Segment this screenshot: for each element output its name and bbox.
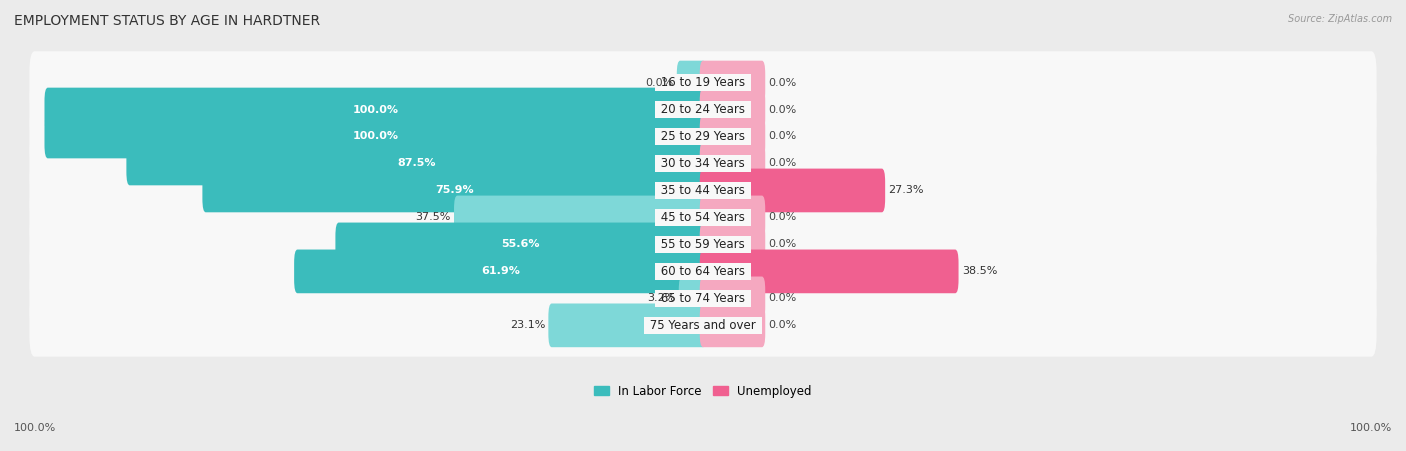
FancyBboxPatch shape (336, 222, 706, 266)
FancyBboxPatch shape (700, 87, 765, 131)
Text: 75.9%: 75.9% (434, 185, 474, 195)
FancyBboxPatch shape (45, 115, 706, 158)
Text: EMPLOYMENT STATUS BY AGE IN HARDTNER: EMPLOYMENT STATUS BY AGE IN HARDTNER (14, 14, 321, 28)
FancyBboxPatch shape (30, 132, 1376, 195)
FancyBboxPatch shape (30, 105, 1376, 168)
FancyBboxPatch shape (202, 169, 706, 212)
FancyBboxPatch shape (294, 249, 706, 293)
Text: 0.0%: 0.0% (769, 78, 797, 87)
Text: 0.0%: 0.0% (769, 105, 797, 115)
FancyBboxPatch shape (454, 196, 706, 239)
Text: 23.1%: 23.1% (510, 320, 546, 330)
FancyBboxPatch shape (45, 87, 706, 131)
FancyBboxPatch shape (30, 159, 1376, 222)
FancyBboxPatch shape (700, 142, 765, 185)
FancyBboxPatch shape (30, 186, 1376, 249)
FancyBboxPatch shape (700, 61, 765, 104)
Text: 37.5%: 37.5% (415, 212, 451, 222)
Text: 61.9%: 61.9% (481, 267, 520, 276)
FancyBboxPatch shape (30, 294, 1376, 357)
Text: 27.3%: 27.3% (889, 185, 924, 195)
FancyBboxPatch shape (700, 169, 886, 212)
FancyBboxPatch shape (548, 304, 706, 347)
Text: 60 to 64 Years: 60 to 64 Years (657, 265, 749, 278)
FancyBboxPatch shape (30, 240, 1376, 303)
FancyBboxPatch shape (30, 78, 1376, 141)
Text: 0.0%: 0.0% (769, 239, 797, 249)
Text: 38.5%: 38.5% (962, 267, 997, 276)
Text: 45 to 54 Years: 45 to 54 Years (657, 211, 749, 224)
Text: 55.6%: 55.6% (502, 239, 540, 249)
Text: 0.0%: 0.0% (769, 293, 797, 304)
Text: 87.5%: 87.5% (396, 158, 436, 169)
Text: 55 to 59 Years: 55 to 59 Years (657, 238, 749, 251)
Text: 3.2%: 3.2% (647, 293, 675, 304)
FancyBboxPatch shape (679, 276, 706, 320)
FancyBboxPatch shape (700, 115, 765, 158)
Text: 30 to 34 Years: 30 to 34 Years (657, 157, 749, 170)
Text: 75 Years and over: 75 Years and over (647, 319, 759, 332)
FancyBboxPatch shape (700, 276, 765, 320)
Text: 0.0%: 0.0% (645, 78, 673, 87)
Text: 20 to 24 Years: 20 to 24 Years (657, 103, 749, 116)
Text: 16 to 19 Years: 16 to 19 Years (657, 76, 749, 89)
Text: 100.0%: 100.0% (353, 132, 398, 142)
Legend: In Labor Force, Unemployed: In Labor Force, Unemployed (589, 380, 817, 402)
FancyBboxPatch shape (30, 267, 1376, 330)
Text: 0.0%: 0.0% (769, 158, 797, 169)
FancyBboxPatch shape (127, 142, 706, 185)
FancyBboxPatch shape (700, 222, 765, 266)
FancyBboxPatch shape (30, 51, 1376, 114)
Text: 25 to 29 Years: 25 to 29 Years (657, 130, 749, 143)
FancyBboxPatch shape (676, 61, 706, 104)
Text: 100.0%: 100.0% (1350, 423, 1392, 433)
Text: Source: ZipAtlas.com: Source: ZipAtlas.com (1288, 14, 1392, 23)
Text: 35 to 44 Years: 35 to 44 Years (657, 184, 749, 197)
Text: 65 to 74 Years: 65 to 74 Years (657, 292, 749, 305)
Text: 0.0%: 0.0% (769, 320, 797, 330)
Text: 100.0%: 100.0% (353, 105, 398, 115)
Text: 0.0%: 0.0% (769, 132, 797, 142)
FancyBboxPatch shape (700, 196, 765, 239)
FancyBboxPatch shape (700, 249, 959, 293)
FancyBboxPatch shape (30, 213, 1376, 276)
FancyBboxPatch shape (700, 304, 765, 347)
Text: 0.0%: 0.0% (769, 212, 797, 222)
Text: 100.0%: 100.0% (14, 423, 56, 433)
